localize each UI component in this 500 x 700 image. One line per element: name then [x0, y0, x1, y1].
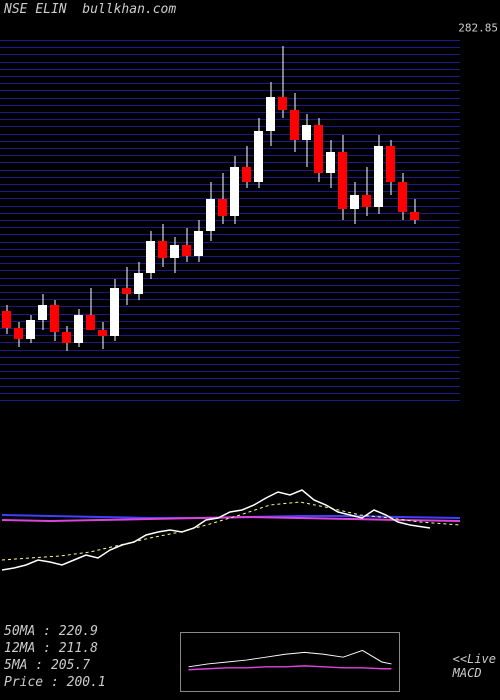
candle	[326, 140, 335, 189]
ma5-row: 5MA : 205.7	[4, 658, 106, 675]
candle	[110, 279, 119, 340]
candle	[230, 156, 239, 224]
candle	[170, 237, 179, 273]
candle	[254, 118, 263, 188]
candle	[398, 173, 407, 220]
candle	[266, 82, 275, 146]
info-box: 50MA : 220.9 12MA : 211.8 5MA : 205.7 Pr…	[4, 624, 106, 692]
candle	[38, 294, 47, 330]
candle	[122, 267, 131, 305]
candle	[410, 199, 419, 224]
candle	[218, 173, 227, 224]
price-label: Price :	[4, 675, 59, 690]
candle	[314, 118, 323, 182]
ma12-value: 211.8	[59, 641, 98, 656]
y-axis-top-label: 282.85	[458, 23, 498, 34]
candle	[350, 182, 359, 224]
candle	[182, 228, 191, 262]
source-label: bullkhan.com	[82, 2, 176, 17]
candle	[386, 140, 395, 195]
candle	[278, 46, 287, 118]
macd-text: MACD	[453, 666, 482, 680]
candle	[50, 300, 59, 340]
candle	[2, 305, 11, 335]
candle	[74, 309, 83, 347]
price-row: Price : 200.1	[4, 675, 106, 692]
candle	[194, 220, 203, 262]
macd-svg	[0, 460, 460, 590]
candle	[62, 326, 71, 351]
mini-macd-chart	[180, 632, 400, 692]
exchange-label: NSE	[4, 2, 27, 17]
ma50-value: 220.9	[59, 624, 98, 639]
candle-plot-area	[0, 40, 460, 400]
price-value: 200.1	[67, 675, 106, 690]
candle	[26, 315, 35, 343]
candle	[206, 182, 215, 241]
candle	[98, 322, 107, 350]
candle	[242, 146, 251, 188]
ma12-row: 12MA : 211.8	[4, 641, 106, 658]
candle	[14, 322, 23, 347]
candle	[362, 167, 371, 216]
macd-chart	[0, 460, 500, 590]
y-axis: 282.85	[460, 40, 500, 400]
mini-svg	[181, 633, 399, 691]
candle	[374, 135, 383, 213]
candle	[158, 224, 167, 266]
live-macd-label: <<Live MACD	[453, 652, 496, 680]
candle	[290, 93, 299, 152]
ma5-label: 5MA :	[4, 658, 43, 673]
ma50-label: 50MA :	[4, 624, 51, 639]
candle	[302, 114, 311, 167]
ma50-row: 50MA : 220.9	[4, 624, 106, 641]
main-candlestick-chart: NSE ELIN bullkhan.com 282.85	[0, 0, 500, 430]
candle	[338, 135, 347, 220]
ma12-label: 12MA :	[4, 641, 51, 656]
stock-chart-container: NSE ELIN bullkhan.com 282.85	[0, 0, 500, 590]
chart-title: NSE ELIN bullkhan.com	[4, 2, 176, 17]
live-prefix: <<Live	[453, 652, 496, 666]
candle	[86, 288, 95, 326]
ma5-value: 205.7	[51, 658, 90, 673]
candle	[146, 231, 155, 280]
symbol-label: ELIN	[35, 2, 66, 17]
candle	[134, 262, 143, 300]
